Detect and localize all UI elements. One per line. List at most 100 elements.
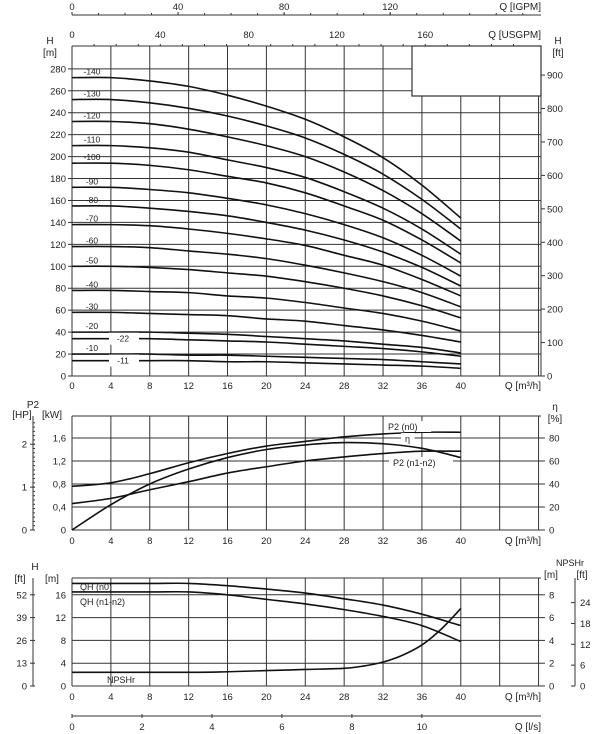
x-tick-label: 4 xyxy=(108,536,113,547)
x-tick-label: 12 xyxy=(183,381,194,392)
ft-tick-label: 52 xyxy=(16,590,27,601)
y-tick-label: 220 xyxy=(50,130,66,141)
stage-label: -50 xyxy=(86,255,99,265)
x-tick-label: 0 xyxy=(69,381,74,392)
hp-axis-unit: [HP] xyxy=(12,410,32,421)
x-tick-label: 0 xyxy=(69,692,74,703)
x-tick-label: 32 xyxy=(378,692,389,703)
stage-label: -40 xyxy=(86,279,99,289)
y-tick-label: 140 xyxy=(50,218,66,229)
npsh-axis-label: NPSHr xyxy=(556,558,584,568)
ft-tick-label: 39 xyxy=(16,613,27,624)
stage-curve-140 xyxy=(71,76,462,219)
x-tick-label: 8 xyxy=(147,381,152,392)
eta-axis-label: η xyxy=(552,402,558,413)
ft-tick-label: 500 xyxy=(547,204,563,215)
y-axis-unit: [m] xyxy=(43,48,57,59)
stage-label: -80 xyxy=(86,195,99,205)
usgpm-axis-label: Q [USGPM] xyxy=(488,30,541,41)
curve-label: QH (n1-n2) xyxy=(80,597,125,607)
stage-label: -30 xyxy=(86,301,99,311)
y-tick-label: 160 xyxy=(50,196,66,207)
x-tick-label: 12 xyxy=(183,692,194,703)
npsh-m-tick-label: 2 xyxy=(549,659,554,670)
stage-label: -90 xyxy=(86,176,99,186)
stage-curve-110 xyxy=(71,144,462,255)
x-tick-label: 20 xyxy=(261,536,272,547)
usgpm-tick-label: 120 xyxy=(329,30,345,41)
igpm-axis-label: Q [IGPM] xyxy=(499,2,541,13)
legend-box xyxy=(411,45,542,97)
ls-tick-label: 8 xyxy=(349,722,354,733)
y-tick-label: 260 xyxy=(50,86,66,97)
hp-tick-label: 0 xyxy=(22,526,27,537)
x-axis-label: Q [m³/h] xyxy=(505,536,541,547)
x-tick-label: 36 xyxy=(417,692,428,703)
igpm-tick-label: 40 xyxy=(173,2,184,13)
y-tick-label: 80 xyxy=(55,284,66,295)
ft-tick-label: 600 xyxy=(547,171,563,182)
stage-curve-80 xyxy=(71,205,462,287)
m-axis-unit: [m] xyxy=(45,574,59,585)
ls-tick-label: 4 xyxy=(209,722,214,733)
igpm-tick-label: 0 xyxy=(69,2,74,13)
y-right-axis-unit: [ft] xyxy=(552,48,563,59)
y-tick-label: 240 xyxy=(50,108,66,119)
m-tick-label: 16 xyxy=(55,590,66,601)
x-tick-label: 28 xyxy=(339,381,350,392)
eta-tick-label: 80 xyxy=(549,434,560,445)
y-tick-label: 20 xyxy=(55,350,66,361)
usgpm-tick-label: 160 xyxy=(417,30,433,41)
curve-npshr xyxy=(71,607,462,674)
stage-label: -110 xyxy=(84,135,101,145)
y-tick-label: 280 xyxy=(50,64,66,75)
kw-tick-label: 1,6 xyxy=(53,434,66,445)
stage-curve-50 xyxy=(71,265,462,319)
curve-label: P2 (n1-n2) xyxy=(393,458,436,468)
eta-tick-label: 40 xyxy=(549,480,560,491)
m-tick-label: 0 xyxy=(61,682,66,693)
ft-tick-label: 300 xyxy=(547,271,563,282)
y-tick-label: 60 xyxy=(55,306,66,317)
npsh-ft-tick-label: 18 xyxy=(580,619,591,630)
curve-qh-n0- xyxy=(72,582,462,627)
ft-tick-label: 0 xyxy=(547,372,552,383)
x-tick-label: 12 xyxy=(183,536,194,547)
x-tick-label: 24 xyxy=(300,692,311,703)
y-tick-label: 120 xyxy=(50,240,66,251)
ft-tick-label: 100 xyxy=(547,338,563,349)
label-gap xyxy=(384,421,432,432)
stage-label: -140 xyxy=(83,67,100,77)
m-tick-label: 4 xyxy=(61,659,66,670)
x-axis-label: Q [m³/h] xyxy=(505,381,541,392)
stage-curve-20 xyxy=(72,331,461,354)
curve-efficiency xyxy=(71,441,461,531)
stage-label: -120 xyxy=(83,110,100,120)
npsh-m-tick-label: 0 xyxy=(549,682,554,693)
ls-tick-label: 10 xyxy=(417,722,428,733)
y-right-axis-label: H xyxy=(554,36,561,47)
y-tick-label: 180 xyxy=(50,174,66,185)
npsh-m-tick-label: 4 xyxy=(549,636,554,647)
stage-label: -22 xyxy=(117,334,130,344)
ft-tick-label: 0 xyxy=(22,682,27,693)
label-gap xyxy=(389,457,453,468)
x-tick-label: 24 xyxy=(300,381,311,392)
curve-label: P2 (n0) xyxy=(388,422,418,432)
ft-tick-label: 800 xyxy=(547,104,563,115)
npsh-ft-tick-label: 24 xyxy=(580,598,591,609)
ft-tick-label: 400 xyxy=(547,238,563,249)
x-tick-label: 4 xyxy=(108,692,113,703)
stage-label: -10 xyxy=(86,343,99,353)
igpm-tick-label: 120 xyxy=(382,2,398,13)
label-gap xyxy=(109,332,139,345)
x-tick-label: 28 xyxy=(339,692,350,703)
stage-curve-120 xyxy=(71,120,462,242)
ls-tick-label: 6 xyxy=(279,722,284,733)
stage-curve-130 xyxy=(71,98,462,230)
hp-tick-label: 1 xyxy=(22,483,27,494)
x-tick-label: 4 xyxy=(108,381,113,392)
y-axis-label: H xyxy=(46,36,53,47)
x-tick-label: 20 xyxy=(261,692,272,703)
